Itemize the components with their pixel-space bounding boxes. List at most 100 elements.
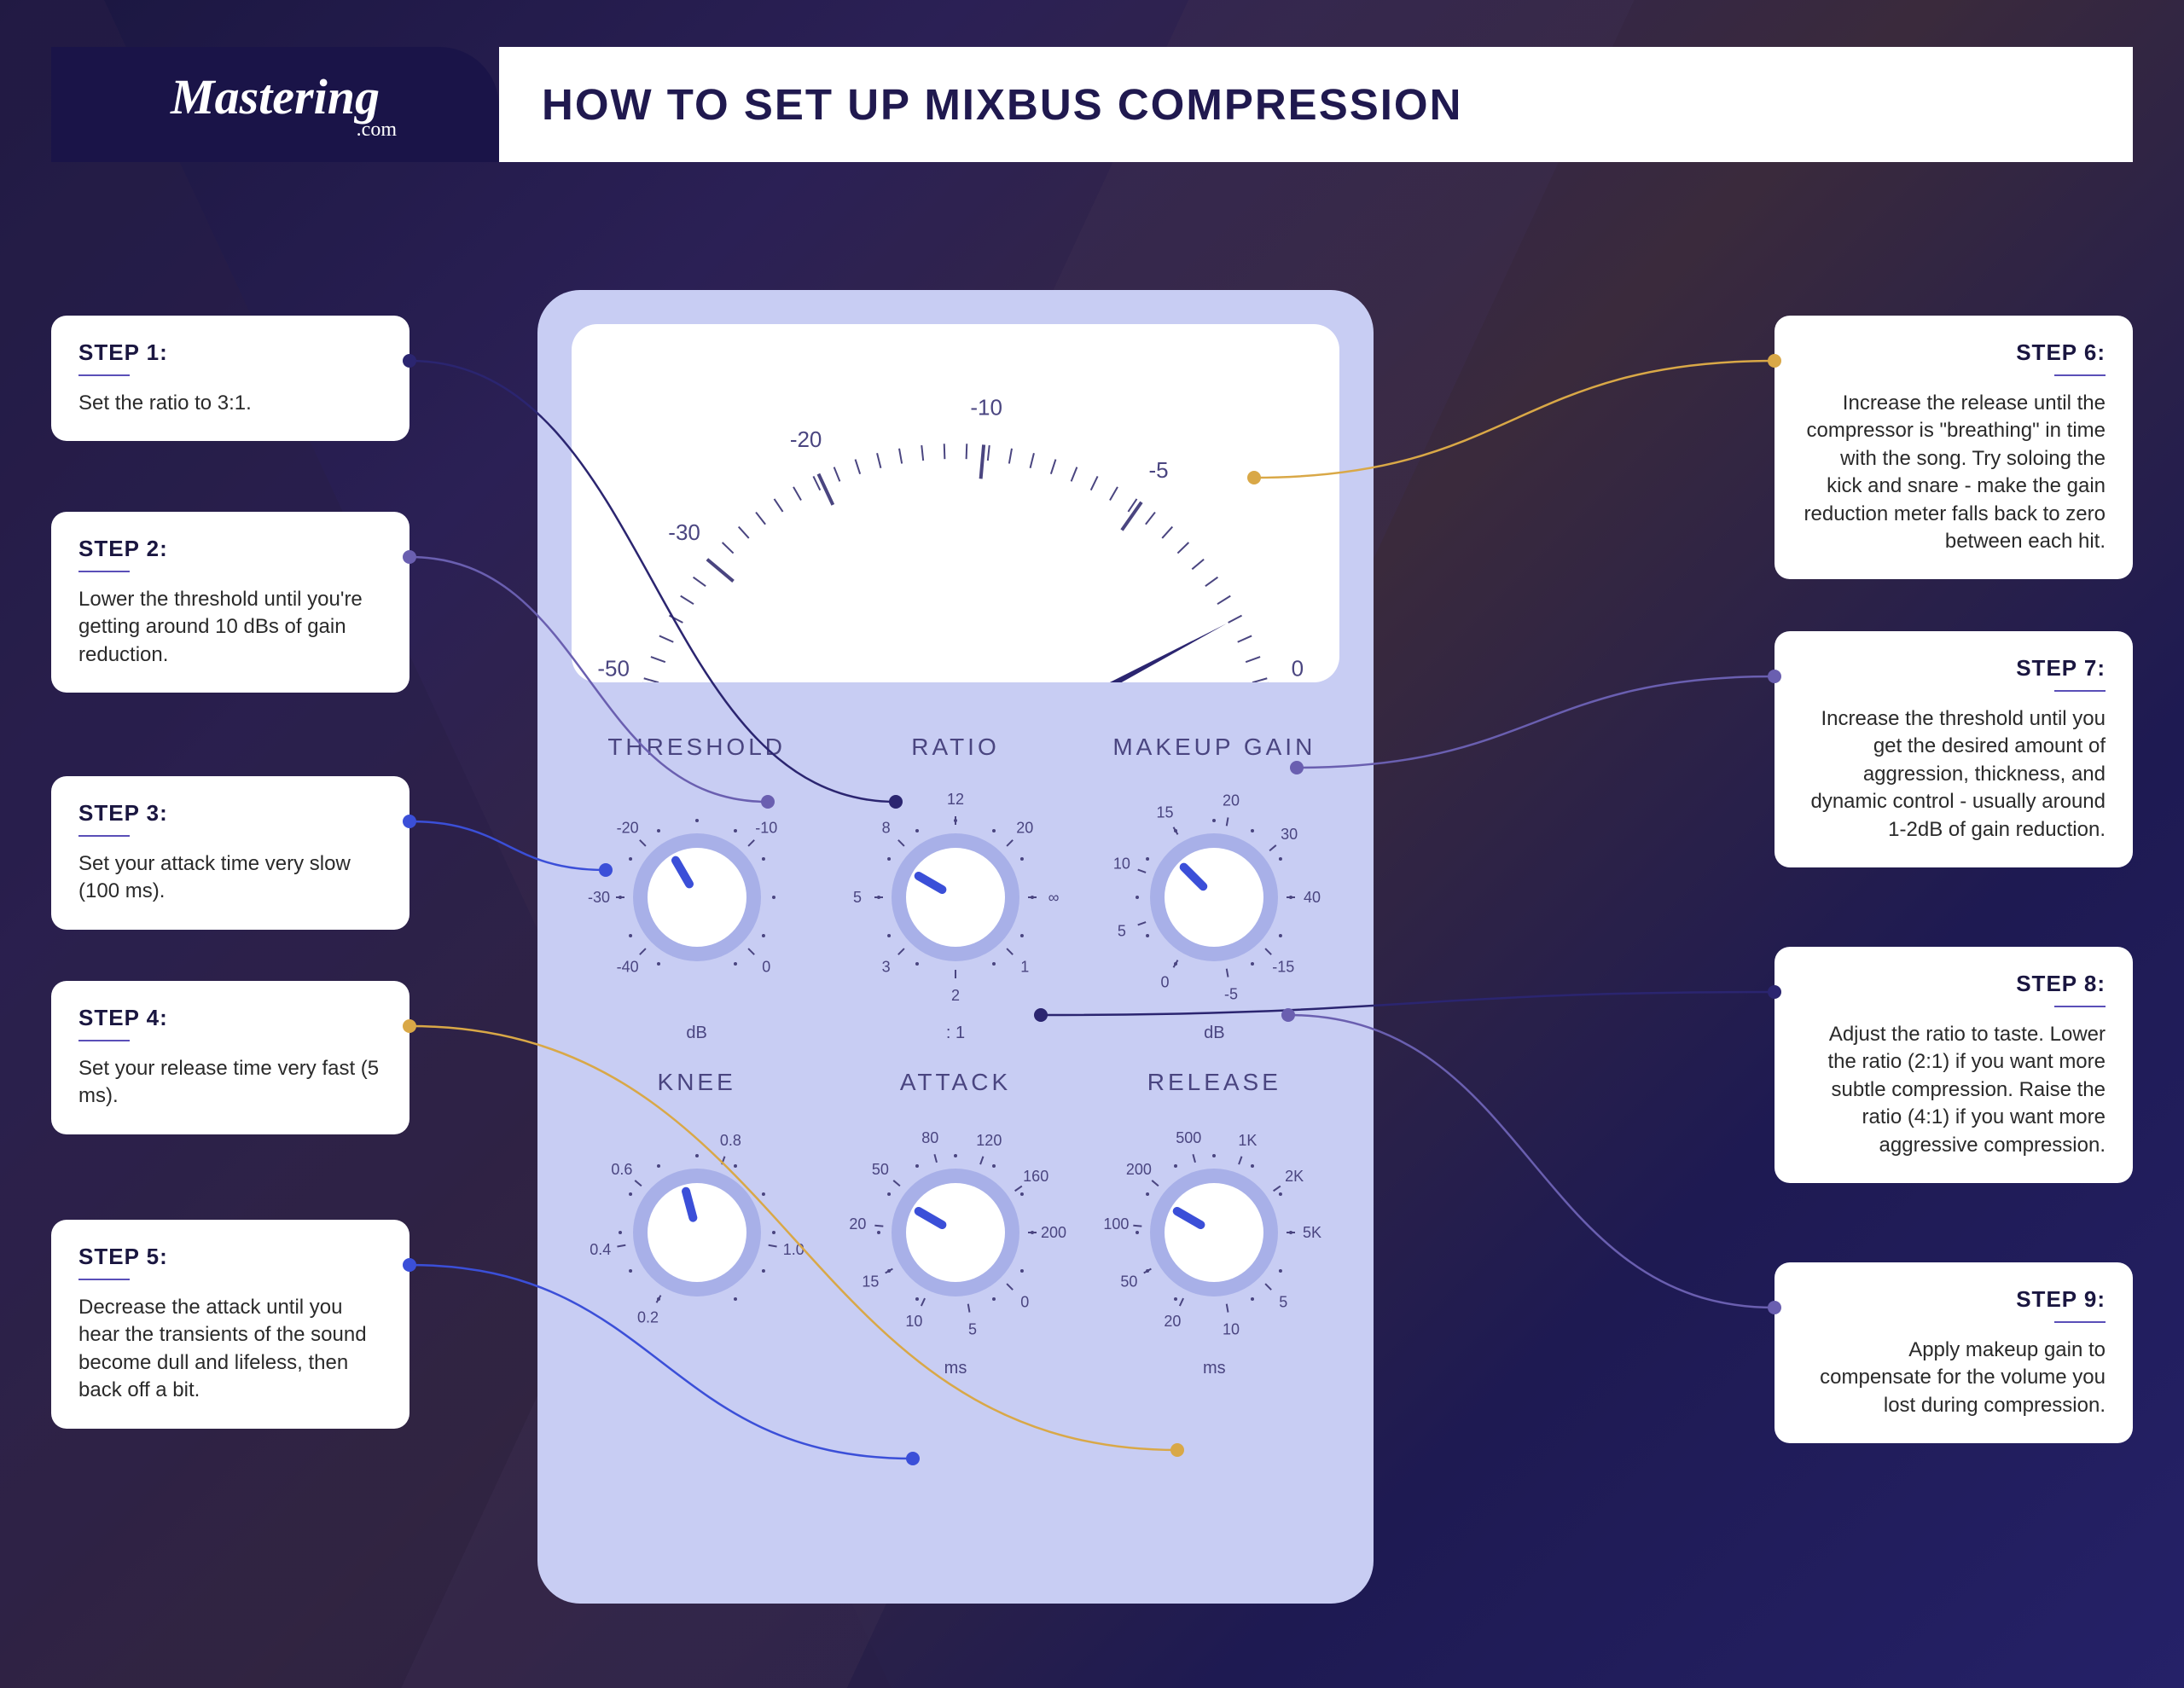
svg-text:0.4: 0.4: [590, 1241, 611, 1258]
step-label: STEP 8:: [1802, 971, 2106, 997]
knob-attack: ATTACK051015205080120160200ms: [830, 1069, 1080, 1378]
svg-text:0.8: 0.8: [719, 1132, 741, 1149]
svg-text:3: 3: [882, 958, 891, 975]
step-body: Increase the release until the compresso…: [1802, 390, 2106, 555]
title-box: HOW TO SET UP MIXBUS COMPRESSION: [499, 47, 2133, 162]
svg-text:200: 200: [1126, 1161, 1152, 1178]
svg-text:-10: -10: [755, 820, 777, 837]
svg-text:-30: -30: [668, 519, 700, 545]
knob-dial[interactable]: 123581220∞: [836, 778, 1075, 1017]
header: Mastering .com HOW TO SET UP MIXBUS COMP…: [51, 47, 2133, 162]
step-rule: [2054, 690, 2106, 692]
svg-text:20: 20: [1165, 1313, 1182, 1330]
knob-knee: KNEE0.20.40.60.81.0: [572, 1069, 822, 1378]
svg-text:0: 0: [1161, 974, 1170, 991]
svg-text:20: 20: [1223, 792, 1240, 809]
svg-text:-15: -15: [1273, 958, 1295, 975]
svg-text:20: 20: [849, 1215, 866, 1233]
step-label: STEP 2:: [78, 536, 382, 562]
svg-text:20: 20: [1016, 820, 1033, 837]
step-label: STEP 9:: [1802, 1286, 2106, 1313]
step-label: STEP 4:: [78, 1005, 382, 1031]
logo-subtext: .com: [357, 119, 397, 142]
svg-text:5K: 5K: [1303, 1224, 1321, 1241]
compressor-panel: -50-30-20-10-50 THRESHOLD-40-30-20-100dB…: [537, 290, 1374, 1604]
step-card: STEP 4: Set your release time very fast …: [51, 981, 410, 1134]
svg-text:5: 5: [1280, 1293, 1288, 1310]
svg-text:0: 0: [1292, 656, 1304, 682]
knob-dial[interactable]: -15-5051015203040: [1095, 778, 1333, 1017]
knob-grid: THRESHOLD-40-30-20-100dBRATIO123581220∞:…: [572, 734, 1339, 1378]
content-area: STEP 1: Set the ratio to 3:1. STEP 2: Lo…: [51, 213, 2133, 1637]
knob-threshold: THRESHOLD-40-30-20-100dB: [572, 734, 822, 1043]
svg-text:-20: -20: [790, 426, 822, 452]
connector-dot: [1768, 354, 1781, 368]
svg-text:10: 10: [905, 1313, 922, 1330]
step-rule: [78, 1040, 130, 1041]
logo-box: Mastering .com: [51, 47, 499, 162]
vu-meter: -50-30-20-10-50: [572, 324, 1339, 682]
svg-text:1: 1: [1020, 958, 1029, 975]
knob-label: ATTACK: [900, 1069, 1011, 1096]
svg-text:-20: -20: [616, 820, 638, 837]
svg-text:30: 30: [1281, 826, 1298, 843]
svg-text:0.2: 0.2: [637, 1309, 659, 1326]
step-card: STEP 6: Increase the release until the c…: [1774, 316, 2133, 579]
knob-label: THRESHOLD: [607, 734, 786, 761]
step-rule: [78, 835, 130, 837]
svg-text:-5: -5: [1224, 985, 1238, 1002]
step-label: STEP 7:: [1802, 655, 2106, 682]
logo-text: Mastering: [171, 68, 380, 125]
step-rule: [2054, 1321, 2106, 1323]
knob-dial[interactable]: -40-30-20-100: [578, 778, 816, 1017]
svg-text:-50: -50: [597, 656, 630, 682]
knob-label: RELEASE: [1147, 1069, 1281, 1096]
step-card: STEP 7: Increase the threshold until you…: [1774, 631, 2133, 867]
svg-text:5: 5: [1118, 922, 1126, 939]
step-card: STEP 8: Adjust the ratio to taste. Lower…: [1774, 947, 2133, 1183]
page-title: HOW TO SET UP MIXBUS COMPRESSION: [542, 79, 1462, 130]
connector-dot: [403, 1258, 416, 1272]
svg-text:8: 8: [882, 820, 891, 837]
connector-dot: [1768, 1301, 1781, 1314]
step-label: STEP 1:: [78, 339, 382, 366]
svg-text:10: 10: [1223, 1320, 1240, 1337]
svg-text:12: 12: [947, 791, 964, 808]
step-rule: [2054, 1006, 2106, 1007]
connector-dot: [1768, 670, 1781, 683]
knob-label: KNEE: [658, 1069, 736, 1096]
step-body: Set your attack time very slow (100 ms).: [78, 850, 382, 906]
step-label: STEP 3:: [78, 800, 382, 827]
connector-dot: [403, 354, 416, 368]
svg-text:2K: 2K: [1286, 1168, 1304, 1185]
knob-release: RELEASE51020501002005001K2K5Kms: [1089, 1069, 1339, 1378]
svg-text:500: 500: [1176, 1129, 1202, 1146]
knob-unit: : 1: [946, 1024, 965, 1043]
step-body: Apply makeup gain to compensate for the …: [1802, 1337, 2106, 1419]
svg-text:100: 100: [1104, 1215, 1130, 1233]
svg-text:40: 40: [1304, 889, 1321, 906]
step-rule: [78, 374, 130, 376]
step-card: STEP 2: Lower the threshold until you're…: [51, 512, 410, 693]
step-body: Lower the threshold until you're getting…: [78, 586, 382, 669]
svg-text:5: 5: [853, 889, 862, 906]
knob-dial[interactable]: 51020501002005001K2K5K: [1095, 1113, 1333, 1352]
knob-dial[interactable]: 0.20.40.60.81.0: [578, 1113, 816, 1352]
svg-text:10: 10: [1113, 856, 1130, 873]
step-rule: [2054, 374, 2106, 376]
svg-text:5: 5: [968, 1320, 977, 1337]
svg-text:0.6: 0.6: [611, 1161, 632, 1178]
knob-unit: ms: [1203, 1359, 1226, 1378]
svg-text:15: 15: [862, 1273, 879, 1291]
connector-dot: [403, 1019, 416, 1033]
svg-text:-30: -30: [588, 889, 610, 906]
svg-text:160: 160: [1023, 1168, 1048, 1185]
step-card: STEP 3: Set your attack time very slow (…: [51, 776, 410, 930]
knob-dial[interactable]: 051015205080120160200: [836, 1113, 1075, 1352]
svg-text:200: 200: [1041, 1224, 1066, 1241]
svg-text:120: 120: [976, 1132, 1002, 1149]
step-body: Increase the threshold until you get the…: [1802, 705, 2106, 844]
knob-ratio: RATIO123581220∞: 1: [830, 734, 1080, 1043]
step-card: STEP 5: Decrease the attack until you he…: [51, 1220, 410, 1429]
svg-text:1K: 1K: [1239, 1132, 1258, 1149]
